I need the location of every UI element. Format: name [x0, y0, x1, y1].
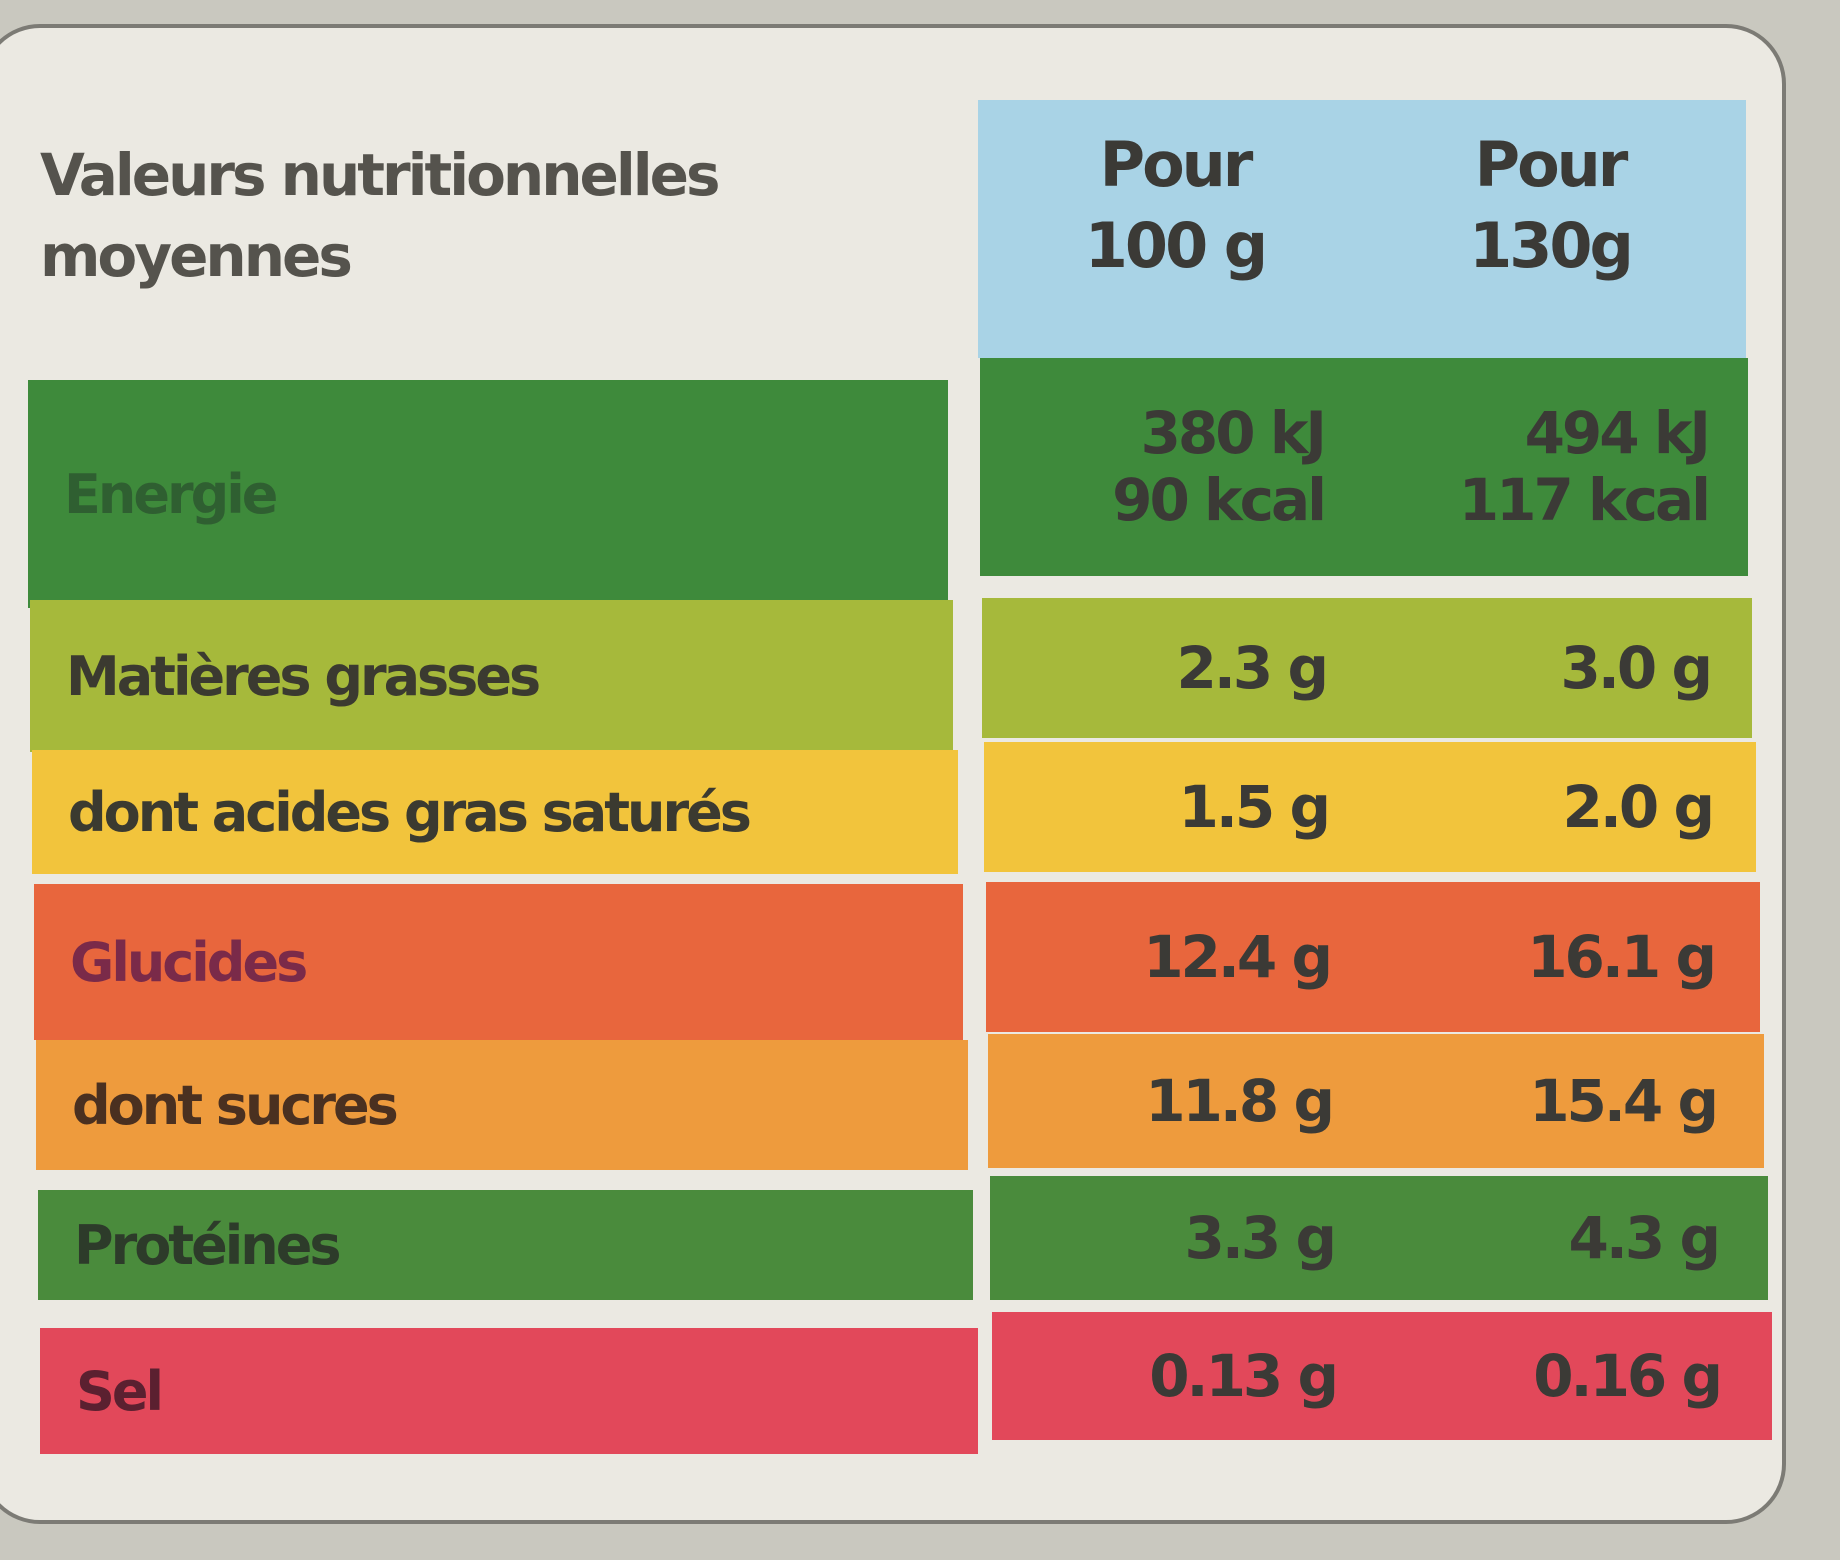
title-line: Valeurs nutritionnelles	[40, 141, 720, 209]
row-label-text: dont acides gras saturés	[68, 780, 752, 844]
value-band	[986, 882, 1760, 1032]
column-header: Pour 130g	[1360, 125, 1740, 286]
value-cell: 2.0 g	[1368, 742, 1752, 872]
value-band	[982, 598, 1752, 738]
value-text: 2.0 g	[1562, 772, 1715, 841]
value-text: 0.13 g	[1149, 1341, 1339, 1410]
value-text: 1.5 g	[1178, 772, 1331, 841]
value-cell: 494 kJ 117 kcal	[1364, 358, 1748, 576]
header-blue	[978, 100, 1746, 358]
column-header-line: 130g	[1469, 208, 1634, 282]
value-cell: 4.3 g	[1374, 1176, 1758, 1300]
table-title: Valeurs nutritionnelles moyennes	[40, 135, 720, 297]
value-band	[984, 742, 1756, 872]
value-band	[980, 358, 1748, 576]
value-cell: 11.8 g	[988, 1034, 1372, 1168]
value-text: 16.1 g	[1527, 922, 1717, 991]
row-label-text: Glucides	[70, 930, 308, 994]
row-label-text: Energie	[64, 462, 278, 526]
value-text: 380 kJ	[1140, 399, 1327, 468]
value-text: 15.4 g	[1529, 1066, 1719, 1135]
row-label: Energie	[28, 380, 948, 608]
value-text: 494 kJ	[1524, 399, 1711, 468]
row-label-text: dont sucres	[72, 1073, 399, 1137]
value-text: 2.3 g	[1176, 633, 1329, 702]
value-text: 117 kcal	[1458, 466, 1711, 534]
column-header-line: Pour	[1099, 128, 1254, 201]
value-text: 12.4 g	[1143, 922, 1333, 991]
value-text: 0.16 g	[1533, 1341, 1723, 1410]
value-text: 3.0 g	[1560, 633, 1713, 702]
value-cell: 0.13 g	[992, 1312, 1376, 1440]
row-label: Glucides	[34, 884, 963, 1040]
row-label: Sel	[40, 1328, 978, 1454]
value-text: 11.8 g	[1145, 1066, 1335, 1135]
column-header-line: Pour	[1474, 128, 1629, 201]
value-cell: 2.3 g	[982, 598, 1366, 738]
value-cell: 380 kJ 90 kcal	[980, 358, 1364, 576]
value-cell: 3.0 g	[1366, 598, 1750, 738]
value-text: 90 kcal	[1112, 466, 1327, 534]
value-text: 3.3 g	[1184, 1203, 1337, 1272]
value-cell: 1.5 g	[984, 742, 1368, 872]
value-band	[988, 1034, 1764, 1168]
value-band	[990, 1176, 1768, 1300]
column-header-line: 100 g	[1084, 208, 1268, 282]
title-line: moyennes	[40, 222, 353, 291]
row-label: dont acides gras saturés	[32, 750, 958, 874]
value-text: 4.3 g	[1568, 1203, 1721, 1272]
row-label-text: Protéines	[74, 1213, 341, 1277]
row-label: dont sucres	[36, 1040, 968, 1170]
column-header: Pour 100 g	[985, 125, 1365, 286]
value-cell: 3.3 g	[990, 1176, 1374, 1300]
value-cell: 15.4 g	[1372, 1034, 1756, 1168]
row-label-text: Matières grasses	[66, 644, 541, 708]
row-label-text: Sel	[76, 1359, 164, 1423]
value-cell: 16.1 g	[1370, 882, 1754, 1032]
value-band	[992, 1312, 1772, 1440]
row-label: Protéines	[38, 1190, 973, 1300]
value-cell: 0.16 g	[1376, 1312, 1760, 1440]
row-label: Matières grasses	[30, 600, 953, 752]
value-cell: 12.4 g	[986, 882, 1370, 1032]
